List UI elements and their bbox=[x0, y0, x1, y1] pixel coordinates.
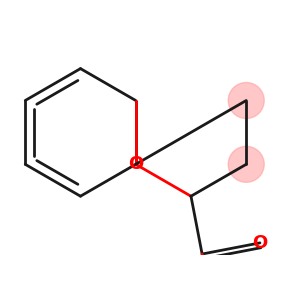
Text: O: O bbox=[252, 234, 268, 252]
Circle shape bbox=[228, 82, 264, 118]
Circle shape bbox=[228, 146, 264, 182]
Text: O: O bbox=[128, 155, 143, 173]
